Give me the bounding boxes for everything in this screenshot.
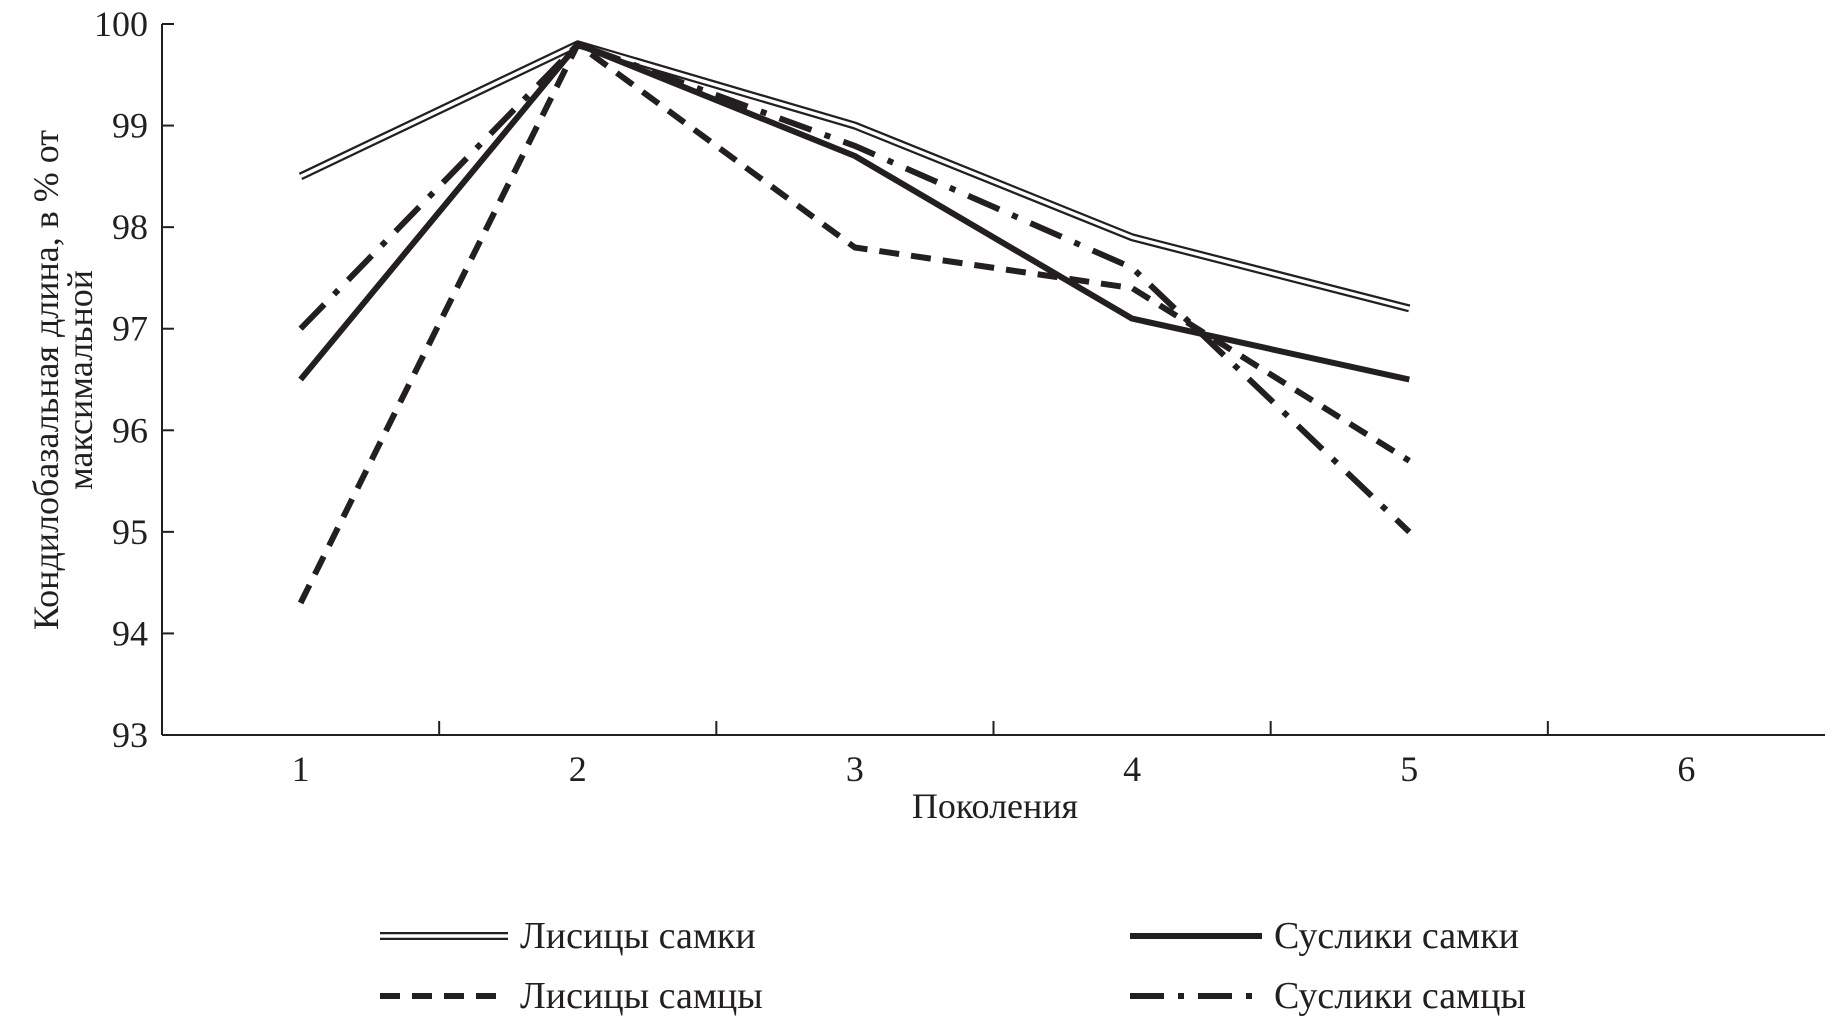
x-tick-labels: 1 2 3 4 5 6 bbox=[292, 749, 1696, 789]
series-4 bbox=[298, 41, 1412, 535]
series-lines bbox=[297, 40, 1412, 605]
series-line bbox=[298, 41, 1410, 383]
legend-item-4: Суслики самцы bbox=[1130, 975, 1526, 1017]
x-tick-label: 6 bbox=[1677, 749, 1695, 789]
legend-label: Суслики самки bbox=[1274, 915, 1519, 957]
y-axis-title: Кондилобазальная длина, в % от максималь… bbox=[26, 130, 100, 630]
x-tick-label: 1 bbox=[292, 749, 310, 789]
axes bbox=[161, 23, 1825, 736]
series-1 bbox=[298, 40, 1411, 313]
series-2 bbox=[298, 41, 1410, 383]
y-tick-label: 94 bbox=[112, 613, 148, 653]
legend-label: Лисицы самцы bbox=[520, 975, 763, 1017]
y-tick-label: 95 bbox=[112, 512, 148, 552]
legend-label: Суслики самцы bbox=[1274, 975, 1526, 1017]
legend-item-2: Суслики самки bbox=[1130, 915, 1519, 957]
x-tick-label: 5 bbox=[1400, 749, 1418, 789]
x-tick-label: 2 bbox=[569, 749, 587, 789]
y-tick-label: 98 bbox=[112, 207, 148, 247]
y-tick-label: 96 bbox=[112, 410, 148, 450]
series-line-inner bbox=[299, 42, 1410, 311]
y-tick-label: 99 bbox=[112, 106, 148, 146]
x-tick-label: 4 bbox=[1123, 749, 1141, 789]
y-axis-title-line-2: максимальной bbox=[60, 270, 100, 490]
y-tick-label: 97 bbox=[112, 309, 148, 349]
legend: Лисицы самки Суслики самки Лисицы самцы Сус… bbox=[380, 915, 1526, 1017]
x-axis-title: Поколения bbox=[912, 786, 1078, 826]
y-tick-labels: 93 94 95 96 97 98 99 100 bbox=[94, 4, 148, 755]
y-tick-label: 93 bbox=[112, 715, 148, 755]
legend-item-3: Лисицы самцы bbox=[380, 975, 763, 1017]
series-line bbox=[298, 41, 1412, 535]
series-3 bbox=[297, 41, 1411, 605]
y-axis-title-line-1: Кондилобазальная длина, в % от bbox=[26, 130, 66, 630]
series-line bbox=[297, 41, 1411, 605]
x-tick-label: 3 bbox=[846, 749, 864, 789]
legend-label: Лисицы самки bbox=[520, 915, 756, 957]
y-tick-label: 100 bbox=[94, 4, 148, 44]
legend-item-1: Лисицы самки bbox=[380, 915, 756, 957]
